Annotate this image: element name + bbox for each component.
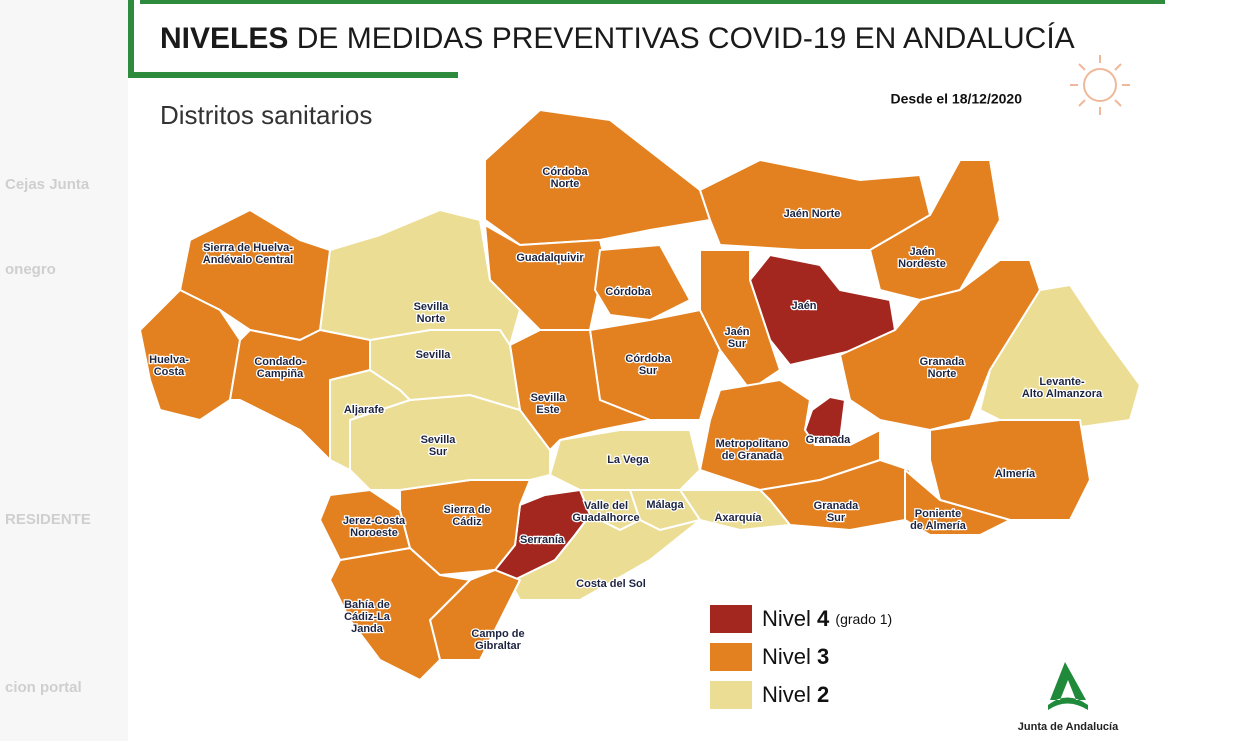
legend-text: Nivel xyxy=(762,606,811,631)
logo-text: Junta de Andalucía xyxy=(1018,721,1119,733)
district-label: Axarquía xyxy=(714,512,762,524)
district-label: Sur xyxy=(429,446,448,458)
district-label: Aljarafe xyxy=(344,404,384,416)
district-label: Sur xyxy=(827,512,846,524)
legend-level: 2 xyxy=(817,682,829,707)
district-label: Jaén Norte xyxy=(784,208,841,220)
legend-text: Nivel xyxy=(762,682,811,707)
legend-level: 4 xyxy=(817,606,830,631)
district xyxy=(549,429,701,491)
district-label: Norte xyxy=(417,313,446,325)
district-label: Córdoba xyxy=(542,166,588,178)
district-label: Granada xyxy=(920,356,966,368)
legend-swatch xyxy=(710,605,752,633)
district-label: Sevilla xyxy=(414,301,450,313)
background-panel xyxy=(0,0,130,741)
district-label: Serranía xyxy=(520,534,565,546)
district-label: Andévalo Central xyxy=(203,254,293,266)
legend-label: Nivel 3 xyxy=(762,644,829,669)
district-label: Sierra de xyxy=(443,504,490,516)
background-text: cion portal xyxy=(5,679,82,696)
legend-label: Nivel 4 (grado 1) xyxy=(762,606,892,631)
district-labels: CórdobaNorteGuadalquivirCórdobaCórdobaSu… xyxy=(148,165,1104,654)
district-label: Jerez-Costa xyxy=(343,515,406,527)
district-label: Guadalhorce xyxy=(572,512,639,524)
district xyxy=(699,249,781,391)
district-label: Bahía de xyxy=(344,599,390,611)
district-label: Norte xyxy=(928,368,957,380)
district-label: Sevilla xyxy=(416,349,452,361)
background-text: onegro xyxy=(5,261,56,278)
background-text: Cejas Junta xyxy=(5,176,90,193)
district-label: Norte xyxy=(551,178,580,190)
district-label: Sur xyxy=(728,338,747,350)
district-label: Condado- xyxy=(254,356,306,368)
district-label: Valle del xyxy=(584,500,628,512)
district-label: Janda xyxy=(351,623,384,635)
district-label: Guadalquivir xyxy=(516,252,584,264)
legend-swatch xyxy=(710,681,752,709)
top-rule xyxy=(140,0,1165,4)
district-label: Sierra de Huelva- xyxy=(203,242,293,254)
district xyxy=(904,469,1011,536)
district-label: Cádiz-La xyxy=(344,611,391,623)
district-label: Granada xyxy=(814,500,860,512)
district-label: Almería xyxy=(995,468,1036,480)
district-label: Málaga xyxy=(646,499,684,511)
district-label: Cádiz xyxy=(452,516,482,528)
district-label: Costa del Sol xyxy=(576,578,646,590)
legend-swatch xyxy=(710,643,752,671)
district xyxy=(484,109,711,246)
district-label: Poniente xyxy=(915,508,961,520)
district-label: Córdoba xyxy=(605,286,651,298)
district-label: Córdoba xyxy=(625,353,671,365)
district-label: Jaén xyxy=(909,246,934,258)
district xyxy=(979,284,1141,431)
district-label: Campiña xyxy=(257,368,304,380)
district xyxy=(929,419,1091,521)
district-label: Campo de xyxy=(471,628,524,640)
date-label: Desde el 18/12/2020 xyxy=(890,91,1022,107)
district xyxy=(869,159,1001,301)
district-label: de Granada xyxy=(722,450,783,462)
header-bottom-bar xyxy=(128,72,458,78)
header-left-bar xyxy=(128,0,134,78)
legend-text: Nivel xyxy=(762,644,811,669)
legend-level: 3 xyxy=(817,644,829,669)
district-label: Jaén xyxy=(724,326,749,338)
district-label: La Vega xyxy=(607,454,649,466)
district xyxy=(509,329,651,451)
background-text: RESIDENTE xyxy=(5,511,91,528)
district-label: Jaén xyxy=(791,300,816,312)
virus-icon xyxy=(1070,55,1130,115)
district-label: Metropolitano xyxy=(716,438,789,450)
district-label: Huelva- xyxy=(149,354,189,366)
legend-label: Nivel 2 xyxy=(762,682,829,707)
logo-mark xyxy=(1048,662,1088,710)
district-label: Levante- xyxy=(1039,376,1085,388)
subtitle: Distritos sanitarios xyxy=(160,100,372,130)
district-label: de Almería xyxy=(910,520,967,532)
district-label: Gibraltar xyxy=(475,640,522,652)
district-label: Este xyxy=(536,404,559,416)
district-label: Sevilla xyxy=(531,392,567,404)
district-label: Granada xyxy=(806,434,852,446)
legend-note: (grado 1) xyxy=(835,611,892,627)
districts xyxy=(139,109,1141,681)
district xyxy=(229,329,371,461)
district-label: Sur xyxy=(639,365,658,377)
district-label: Costa xyxy=(154,366,185,378)
district-label: Nordeste xyxy=(898,258,946,270)
district-label: Alto Almanzora xyxy=(1022,388,1103,400)
district-label: Sevilla xyxy=(421,434,457,446)
district-label: Noroeste xyxy=(350,527,398,539)
header-title: NIVELES DE MEDIDAS PREVENTIVAS COVID-19 … xyxy=(160,22,1075,55)
